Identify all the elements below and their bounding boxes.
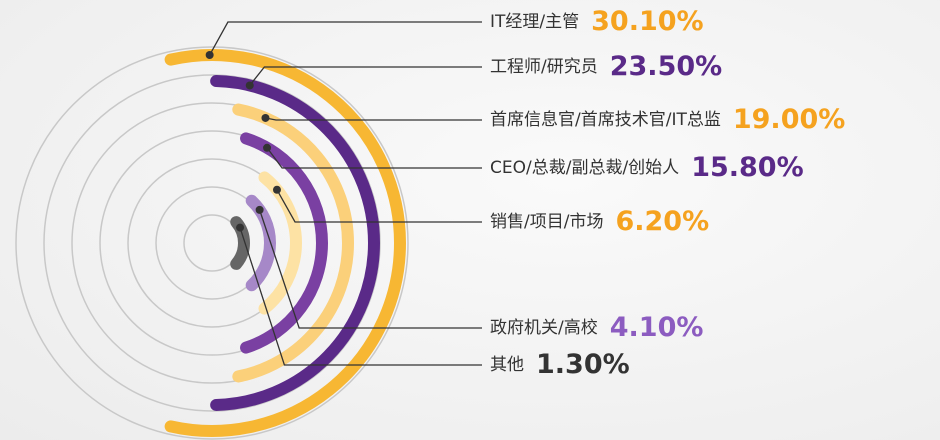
value-label: 23.50%	[610, 51, 722, 82]
leader-dot	[261, 113, 270, 122]
guide-ring	[15, 46, 409, 440]
category-text: CEO/总裁/副总裁/创始人	[490, 158, 679, 178]
leader-dot	[236, 223, 245, 232]
leader-line	[209, 21, 482, 56]
radial-bar	[240, 132, 328, 354]
leader-line	[259, 209, 482, 329]
leader-dot	[272, 185, 281, 194]
radial-bar	[210, 75, 380, 411]
guide-ring	[43, 74, 381, 412]
category-label: 工程师/研究员 23.50%	[490, 51, 722, 82]
radial-bar	[232, 103, 354, 383]
leader-line	[239, 227, 482, 366]
category-label: 首席信息官/首席技术官/IT总监 19.00%	[490, 104, 845, 135]
value-label: 6.20%	[615, 206, 709, 237]
category-text: 销售/项目/市场	[490, 212, 603, 232]
value-label: 1.30%	[536, 349, 630, 380]
leader-dot	[245, 81, 254, 90]
category-text: 政府机关/高校	[490, 318, 598, 338]
value-label: 4.10%	[610, 312, 704, 343]
value-label: 30.10%	[591, 6, 703, 37]
category-label: IT经理/主管 30.10%	[490, 6, 704, 37]
leader-line	[276, 189, 482, 223]
category-label: 销售/项目/市场 6.20%	[490, 206, 709, 237]
leader-dot	[255, 205, 264, 214]
category-label: 其他 1.30%	[490, 349, 630, 380]
category-text: 首席信息官/首席技术官/IT总监	[490, 110, 721, 130]
leader-dot	[263, 143, 272, 152]
leader-line	[249, 66, 482, 86]
category-label: CEO/总裁/副总裁/创始人 15.80%	[490, 152, 804, 183]
category-text: IT经理/主管	[490, 12, 579, 32]
value-label: 15.80%	[691, 152, 803, 183]
category-text: 其他	[490, 355, 524, 375]
radial-bar	[164, 49, 406, 437]
category-label: 政府机关/高校 4.10%	[490, 312, 703, 343]
leader-dot	[205, 51, 214, 60]
value-label: 19.00%	[733, 104, 845, 135]
leader-line	[266, 147, 482, 169]
leader-line	[265, 117, 482, 121]
category-text: 工程师/研究员	[490, 57, 598, 77]
